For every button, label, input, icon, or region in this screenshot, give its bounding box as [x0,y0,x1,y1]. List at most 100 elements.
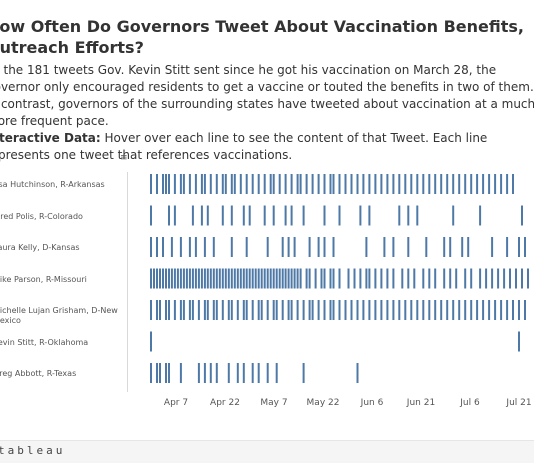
tweet-mark[interactable] [488,300,491,320]
tweet-mark[interactable] [278,174,281,194]
tweet-mark[interactable] [266,300,269,320]
tweet-mark[interactable] [392,300,395,320]
tweet-mark[interactable] [470,174,473,194]
tweet-mark[interactable] [302,205,305,226]
tweet-mark[interactable] [338,174,341,194]
tweet-mark[interactable] [386,268,389,289]
tweet-mark[interactable] [168,300,170,320]
tweet-mark[interactable] [165,268,167,289]
tweet-mark[interactable] [251,300,254,320]
tweet-mark[interactable] [452,174,455,194]
tweet-mark[interactable] [407,268,410,289]
tweet-mark[interactable] [323,237,326,257]
tweet-mark[interactable] [290,174,293,194]
tweet-mark[interactable] [197,268,200,289]
tweet-mark[interactable] [410,174,413,194]
tweet-mark[interactable] [404,174,407,194]
tweet-mark[interactable] [383,237,386,257]
tweet-mark[interactable] [194,268,197,289]
tweet-mark[interactable] [410,300,413,320]
tweet-mark[interactable] [464,174,467,194]
tweet-mark[interactable] [422,268,425,289]
tweet-mark[interactable] [455,268,458,289]
tweet-mark[interactable] [159,268,161,289]
tweet-mark[interactable] [284,268,287,289]
tweet-mark[interactable] [368,174,371,194]
tweet-mark[interactable] [398,205,401,226]
tweet-mark[interactable] [179,174,182,194]
tweet-mark[interactable] [347,268,350,289]
tweet-mark[interactable] [272,174,275,194]
tweet-mark[interactable] [215,363,218,383]
tweet-mark[interactable] [150,300,152,320]
tweet-mark[interactable] [416,174,419,194]
tweet-mark[interactable] [156,237,158,257]
tweet-mark[interactable] [200,174,203,194]
tweet-mark[interactable] [293,268,296,289]
tweet-mark[interactable] [506,237,509,257]
tweet-mark[interactable] [159,363,161,383]
tweet-mark[interactable] [215,174,218,194]
tweet-mark[interactable] [150,237,152,257]
tweet-mark[interactable] [236,363,239,383]
tweet-mark[interactable] [191,205,194,226]
tweet-mark[interactable] [188,300,191,320]
tweet-mark[interactable] [515,268,517,289]
tweet-mark[interactable] [203,237,206,257]
tweet-mark[interactable] [182,300,185,320]
tweet-mark[interactable] [263,268,266,289]
tweet-mark[interactable] [245,174,248,194]
tweet-mark[interactable] [449,237,452,257]
tweet-mark[interactable] [290,300,293,320]
tweet-mark[interactable] [374,268,377,289]
tweet-mark[interactable] [296,300,299,320]
tweet-mark[interactable] [242,268,245,289]
tweet-mark[interactable] [170,268,173,289]
tweet-mark[interactable] [329,268,332,289]
tweet-mark[interactable] [275,300,278,320]
tweet-mark[interactable] [233,268,236,289]
tweet-mark[interactable] [206,300,209,320]
tweet-mark[interactable] [338,268,341,289]
tweet-mark[interactable] [524,237,526,257]
tweet-mark[interactable] [170,237,173,257]
tweet-mark[interactable] [251,363,254,383]
tweet-mark[interactable] [272,300,275,320]
tweet-mark[interactable] [512,174,514,194]
tweet-mark[interactable] [407,205,410,226]
tweet-mark[interactable] [200,205,203,226]
tweet-mark[interactable] [257,300,260,320]
tweet-mark[interactable] [374,174,377,194]
tweet-mark[interactable] [206,268,209,289]
tweet-mark[interactable] [452,300,455,320]
tweet-mark[interactable] [320,268,323,289]
tweet-mark[interactable] [165,363,167,383]
tweet-mark[interactable] [404,300,407,320]
tweet-mark[interactable] [242,363,245,383]
tweet-mark[interactable] [159,300,161,320]
tweet-mark[interactable] [479,205,482,226]
tweet-mark[interactable] [323,205,326,226]
tweet-mark[interactable] [422,174,425,194]
tweet-mark[interactable] [179,237,182,257]
tweet-mark[interactable] [209,268,212,289]
tweet-mark[interactable] [188,237,191,257]
tweet-mark[interactable] [263,174,266,194]
tweet-mark[interactable] [260,268,263,289]
tweet-mark[interactable] [416,300,419,320]
tweet-mark[interactable] [308,237,311,257]
tweet-mark[interactable] [500,300,503,320]
tweet-mark[interactable] [203,268,206,289]
tweet-mark[interactable] [368,268,371,289]
tweet-mark[interactable] [290,268,293,289]
tweet-mark[interactable] [230,237,233,257]
tweet-mark[interactable] [272,268,275,289]
tweet-mark[interactable] [380,268,383,289]
tweet-mark[interactable] [332,174,335,194]
tweet-mark[interactable] [224,268,227,289]
tweet-mark[interactable] [518,237,520,257]
tweet-mark[interactable] [458,174,461,194]
tweet-mark[interactable] [356,174,359,194]
tweet-mark[interactable] [305,174,308,194]
tweet-mark[interactable] [428,300,431,320]
